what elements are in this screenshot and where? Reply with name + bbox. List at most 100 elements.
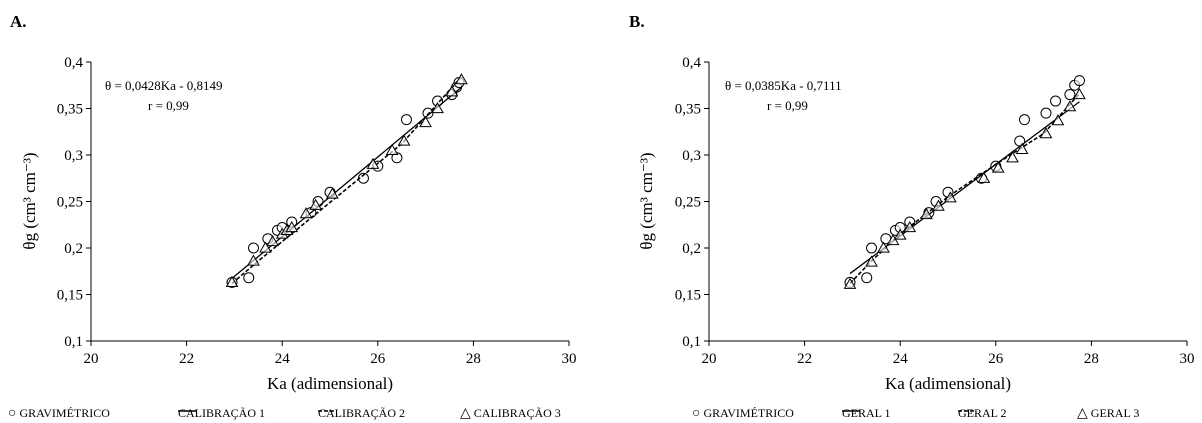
y-axis-label: θg (cm³ cm⁻³)	[637, 152, 656, 249]
axis-ticks: 20 22 24 26 28 30 0,1 0,15 0,2 0,25 0,3 0,35 0,4	[675, 55, 1195, 367]
data-point-geral-3	[944, 191, 957, 203]
dashed-line-icon	[318, 410, 336, 412]
x-tick-label: 28	[1084, 351, 1099, 367]
legend: ○ GRAVIMÉTRICO CALIBRAÇÃO 1 CALIBRAÇÃO 2…	[8, 406, 593, 422]
data-point-gravimetrico	[400, 114, 412, 126]
data-point-geral-3	[991, 161, 1005, 173]
panel-label: A.	[10, 12, 27, 31]
data-point-geral-3	[920, 208, 933, 220]
chart-a-svg: 20 22 24 26 28 30 0,1 0,15 0,2 0,25 0,3 0,35 0,4 θ =…	[20, 55, 577, 393]
x-tick-label: 26	[370, 351, 386, 367]
x-tick-label: 28	[466, 351, 481, 367]
chart-b-svg: 20 22 24 26 28 30 0,1 0,15 0,2 0,25 0,3 0,35 0,4 θ =…	[637, 55, 1195, 393]
legend-item-geral-2: GERAL 2	[958, 406, 1007, 421]
data-point-geral-3	[1039, 127, 1053, 139]
data-point-calibracao-3	[309, 198, 323, 210]
data-point-geral-3	[893, 228, 907, 240]
regression-equation: θ = 0,0385Ka - 0,7111	[725, 78, 842, 93]
legend-item-gravimetrico: ○ GRAVIMÉTRICO	[692, 406, 794, 421]
data-point-geral-3	[865, 255, 878, 267]
legend-label: CALIBRAÇÃO 2	[318, 406, 406, 420]
legend-item-calibracao-1: CALIBRAÇÃO 1	[178, 406, 265, 421]
data-point-calibracao-3	[385, 143, 399, 155]
axis-ticks: 20 22 24 26 28 30 0,1 0,15 0,2 0,25 0,3 0,35 0,4	[57, 55, 577, 367]
x-tick-label: 24	[275, 351, 291, 367]
data-point-gravimetrico	[248, 242, 260, 254]
data-point-geral-3	[903, 221, 917, 233]
y-tick-label: 0,1	[64, 334, 83, 350]
data-point-geral-3	[1063, 100, 1077, 112]
circle-marker-icon: ○	[8, 405, 17, 421]
y-tick-label: 0,15	[675, 288, 701, 304]
correlation-coefficient: r = 0,99	[767, 98, 808, 113]
x-tick-label: 20	[84, 351, 99, 367]
legend-label: GERAL 1	[842, 406, 891, 420]
y-tick-label: 0,3	[682, 148, 701, 164]
data-point-calibracao-3	[431, 101, 444, 114]
y-tick-label: 0,4	[682, 55, 701, 71]
legend: ○ GRAVIMÉTRICO GERAL 1 GERAL 2 △ GERAL 3	[692, 406, 1192, 422]
legend-item-geral-3: △ GERAL 3	[1077, 406, 1139, 421]
data-point-calibracao-3	[455, 73, 468, 85]
x-tick-label: 22	[797, 351, 812, 367]
legend-label: GERAL 2	[958, 406, 1007, 420]
data-point-gravimetrico	[422, 107, 434, 119]
data-point-gravimetrico	[1050, 95, 1062, 107]
data-point-calibracao-3	[259, 241, 272, 253]
legend-label: GERAL 3	[1090, 406, 1140, 420]
legend-label: CALIBRAÇÃO 3	[473, 406, 561, 420]
data-point-calibracao-3	[326, 187, 339, 199]
data-point-geral-3	[877, 241, 890, 253]
solid-line-icon	[842, 410, 860, 412]
y-tick-label: 0,35	[57, 102, 83, 118]
data-point-geral-3	[932, 199, 945, 211]
panel-a: A. 20 22 24 26 28 30 0,1 0,15 0,2 0,25 0,3 0,35 0,4 …	[0, 0, 600, 423]
data-point-gravimetrico	[866, 242, 878, 254]
data-point-geral-3	[1051, 114, 1065, 126]
y-axis-label: θg (cm³ cm⁻³)	[20, 152, 39, 249]
plot-data	[843, 75, 1086, 289]
correlation-coefficient: r = 0,99	[148, 98, 189, 113]
data-point-gravimetrico	[1073, 75, 1085, 87]
legend-item-geral-1: GERAL 1	[842, 406, 891, 421]
panel-label: B.	[629, 12, 645, 31]
triangle-marker-icon: △	[460, 405, 471, 421]
legend-item-gravimetrico: ○ GRAVIMÉTRICO	[8, 406, 110, 421]
plot-data	[225, 73, 468, 288]
data-point-gravimetrico	[1064, 89, 1076, 101]
legend-label: GRAVIMÉTRICO	[703, 406, 794, 420]
data-point-gravimetrico	[1040, 107, 1052, 119]
legend-label: CALIBRAÇÃO 1	[178, 406, 266, 420]
series-line-geral-2	[849, 93, 1081, 284]
y-tick-label: 0,2	[64, 241, 83, 257]
circle-marker-icon: ○	[692, 405, 701, 421]
legend-label: GRAVIMÉTRICO	[19, 406, 110, 420]
dashed-line-icon	[958, 410, 976, 412]
x-tick-label: 30	[1180, 351, 1195, 367]
data-point-calibracao-3	[299, 207, 313, 219]
regression-equation: θ = 0,0428Ka - 0,8149	[105, 78, 223, 93]
legend-item-calibracao-3: △ CALIBRAÇÃO 3	[460, 406, 561, 421]
series-line-calibracao-2	[231, 76, 463, 284]
x-tick-label: 24	[893, 351, 909, 367]
x-tick-label: 30	[562, 351, 577, 367]
data-point-geral-3	[843, 277, 857, 289]
data-point-gravimetrico	[243, 272, 255, 284]
data-point-calibracao-3	[397, 134, 411, 146]
data-point-gravimetrico	[861, 272, 873, 284]
data-point-calibracao-3	[247, 254, 260, 266]
data-point-calibracao-3	[285, 221, 299, 233]
y-tick-label: 0,4	[64, 55, 83, 71]
legend-item-calibracao-2: CALIBRAÇÃO 2	[318, 406, 405, 421]
y-tick-label: 0,2	[682, 241, 701, 257]
data-point-geral-3	[1015, 142, 1029, 155]
panel-b: B. 20 22 24 26 28 30 0,1 0,15 0,2 0,25 0,3 0,35 0,4 …	[600, 0, 1202, 423]
y-tick-label: 0,35	[675, 102, 701, 118]
data-point-calibracao-3	[266, 234, 280, 247]
data-point-geral-3	[1006, 151, 1019, 163]
data-point-geral-3	[1073, 88, 1086, 100]
y-tick-label: 0,25	[57, 195, 83, 211]
x-tick-label: 22	[179, 351, 194, 367]
triangle-marker-icon: △	[1077, 405, 1088, 421]
y-tick-label: 0,3	[64, 148, 83, 164]
